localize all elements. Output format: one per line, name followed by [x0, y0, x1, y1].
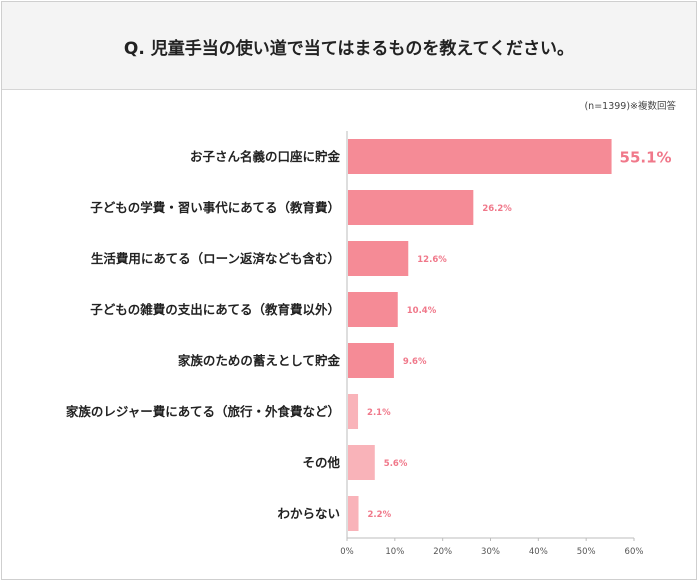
bar: [348, 292, 398, 327]
value-label: 10.4%: [407, 306, 437, 316]
value-label: 55.1%: [620, 149, 672, 167]
x-tick-label: 30%: [481, 547, 500, 557]
category-label: その他: [302, 455, 340, 470]
x-tick-label: 0%: [340, 547, 354, 557]
value-label: 26.2%: [482, 204, 512, 214]
category-label: 子どもの雑費の支出にあてる（教育費以外）: [90, 302, 340, 317]
value-label: 5.6%: [384, 459, 408, 469]
sample-note: (n=1399)※複数回答: [584, 101, 676, 112]
bar: [348, 343, 394, 378]
category-label: 子どもの学費・習い事代にあてる（教育費）: [90, 200, 340, 215]
category-label: 生活費用にあてる（ローン返済なども含む）: [91, 251, 340, 266]
value-label: 9.6%: [403, 357, 427, 367]
bar: [348, 445, 375, 480]
value-label: 2.2%: [368, 510, 392, 520]
bar: [348, 139, 612, 174]
x-tick-label: 40%: [529, 547, 548, 557]
bar: [348, 190, 474, 225]
category-label: 家族のための蓄えとして貯金: [178, 353, 341, 368]
category-label: わからない: [277, 506, 340, 521]
bar: [348, 241, 409, 276]
category-label: 家族のレジャー費にあてる（旅行・外食費など）: [66, 404, 340, 419]
x-tick-label: 50%: [577, 547, 596, 557]
value-label: 2.1%: [367, 408, 391, 418]
bar: [348, 394, 359, 429]
x-tick-label: 10%: [385, 547, 404, 557]
value-label: 12.6%: [417, 255, 447, 265]
category-label: お子さん名義の口座に貯金: [190, 149, 341, 164]
x-tick-label: 20%: [433, 547, 452, 557]
bar: [348, 496, 359, 531]
question-title: Q. 児童手当の使い道で当てはまるものを教えてください。: [123, 39, 575, 59]
x-tick-label: 60%: [625, 547, 644, 557]
question-header: Q. 児童手当の使い道で当てはまるものを教えてください。: [2, 2, 696, 90]
